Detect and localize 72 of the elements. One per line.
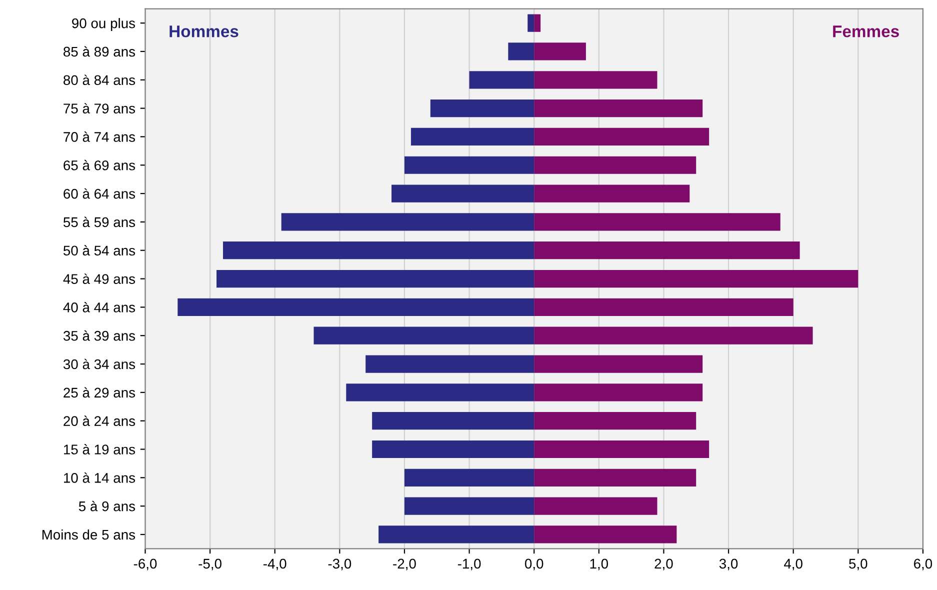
y-tick-label: 55 à 59 ans [63, 216, 136, 228]
y-tick-label: 15 à 19 ans [64, 444, 136, 454]
bar [534, 526, 677, 544]
text: Femmes [833, 26, 899, 38]
y-tick-label: 80 à 84 ans [64, 74, 136, 86]
x-tick-label: -3,0 [328, 558, 352, 570]
x-tick-label: 3,0 [719, 558, 738, 570]
bar [534, 42, 586, 60]
bar [469, 71, 534, 89]
x-tick-label: 5,0 [849, 558, 868, 570]
bar [508, 42, 534, 60]
bar [314, 326, 534, 344]
bar [534, 128, 710, 146]
x-tick-label: 1,0 [590, 558, 608, 570]
y-tick-label: 5 à 9 ans [78, 500, 136, 512]
x-tick-label: 2,0 [654, 558, 673, 570]
bar [534, 440, 710, 458]
bar [534, 355, 703, 373]
bar [346, 384, 534, 402]
bar [534, 14, 541, 32]
y-tick-label: Moins de 5 ans [42, 529, 136, 540]
x-tick-label: -2,0 [393, 558, 416, 570]
x-tick-label: 0,0 [524, 558, 544, 570]
bar [410, 128, 534, 146]
x-tick-label: 4,0 [784, 558, 802, 570]
bar [534, 384, 703, 402]
bar [216, 270, 534, 288]
y-tick-label: 20 à 24 ans [64, 416, 136, 426]
y-tick-label: 70 à 74 ans [64, 132, 136, 142]
bar [534, 184, 690, 202]
bar [404, 497, 534, 515]
bar [534, 71, 658, 89]
bar [372, 440, 534, 458]
y-tick-label: 85 à 89 ans [64, 46, 136, 57]
y-tick-label: 75 à 79 ans [64, 103, 136, 114]
bar [223, 242, 534, 260]
bar [404, 156, 534, 174]
y-tick-label: 25 à 29 ans [64, 387, 136, 398]
y-tick-label: 60 à 64 ans [64, 188, 136, 199]
bar [534, 497, 658, 515]
y-tick-label: 50 à 54 ans [63, 245, 136, 256]
y-tick-label: 40 à 44 ans [63, 302, 136, 312]
bar [534, 213, 780, 231]
x-tick-label: -1,0 [458, 558, 481, 570]
bar [392, 184, 534, 202]
bar [534, 298, 794, 316]
bar [534, 242, 800, 260]
bar [534, 270, 858, 288]
x-tick-label: 6,0 [914, 558, 932, 570]
bar [534, 412, 696, 430]
y-tick-label: 90 ou plus [72, 18, 136, 31]
y-tick-label: 45 à 49 ans [63, 274, 136, 284]
bar [534, 326, 813, 344]
bar [372, 412, 534, 430]
y-tick-label: 10 à 14 ans [64, 472, 136, 483]
bar [404, 468, 534, 486]
x-tick-label: -4,0 [264, 558, 286, 570]
bar [281, 213, 534, 231]
bar [430, 99, 534, 118]
bar [534, 468, 696, 486]
text: Hommes [170, 26, 238, 38]
bar [178, 298, 534, 316]
bar [366, 355, 534, 373]
x-tick-label: -6,0 [134, 558, 157, 570]
y-tick-label: 35 à 39 ans [63, 330, 136, 341]
bar [534, 156, 696, 174]
bar [378, 526, 534, 544]
y-tick-label: 65 à 69 ans [64, 160, 136, 170]
x-tick-label: -5,0 [198, 558, 222, 570]
bar [528, 14, 534, 32]
bar [534, 99, 703, 118]
y-tick-label: 30 à 34 ans [63, 358, 136, 370]
